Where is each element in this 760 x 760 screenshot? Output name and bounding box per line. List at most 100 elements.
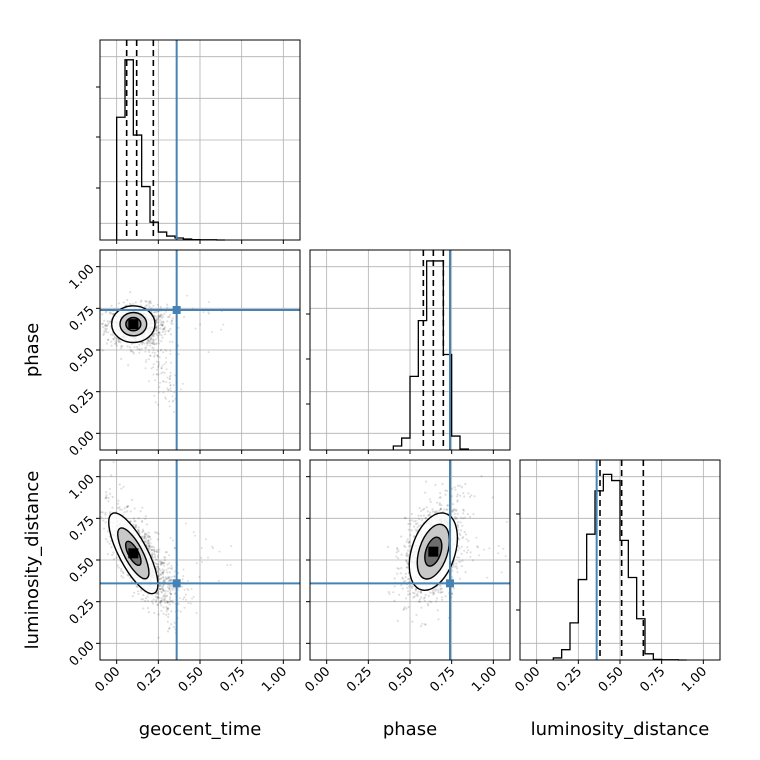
pair-geocent_time-vs-phase-outlier <box>199 323 202 326</box>
pair-geocent_time-vs-luminosity_distance-point <box>150 600 153 603</box>
pair-geocent_time-vs-luminosity_distance-outlier <box>230 545 233 548</box>
hist-phase-step <box>392 260 469 450</box>
pair-geocent_time-vs-luminosity_distance-point <box>163 599 166 602</box>
pair-geocent_time-vs-luminosity_distance-point <box>156 570 160 574</box>
pair-geocent_time-vs-luminosity_distance-point <box>109 510 112 514</box>
pair-phase-vs-luminosity_distance-point <box>460 552 463 555</box>
pair-geocent_time-vs-phase-point <box>104 311 107 314</box>
pair-geocent_time-vs-luminosity_distance-outlier <box>185 522 187 525</box>
pair-geocent_time-vs-luminosity_distance-point <box>156 592 159 595</box>
pair-geocent_time-vs-phase-point <box>147 339 151 342</box>
pair-geocent_time-vs-luminosity_distance-point <box>166 607 170 610</box>
pair-geocent_time-vs-phase-tail-point <box>157 373 160 376</box>
pair-geocent_time-vs-luminosity_distance-point <box>154 531 157 534</box>
pair-geocent_time-vs-luminosity_distance-tail-point <box>148 545 151 548</box>
pair-phase-vs-luminosity_distance-point <box>401 587 404 590</box>
pair-geocent_time-vs-luminosity_distance-point <box>157 578 160 581</box>
pair-geocent_time-vs-luminosity_distance-point <box>159 573 162 576</box>
pair-geocent_time-vs-phase-tail-point <box>155 360 158 363</box>
pair-geocent_time-vs-phase-point <box>127 364 130 367</box>
pair-geocent_time-vs-luminosity_distance-point <box>168 586 171 590</box>
pair-phase-vs-luminosity_distance-point <box>423 507 426 510</box>
pair-geocent_time-vs-phase-point <box>149 338 152 341</box>
pair-phase-vs-luminosity_distance-point <box>404 545 407 549</box>
pair-phase-vs-luminosity_distance-outlier <box>500 571 503 574</box>
pair-geocent_time-vs-luminosity_distance-tail-point <box>170 593 173 596</box>
pair-geocent_time-vs-luminosity_distance-outlier <box>174 570 176 573</box>
pair-geocent_time-vs-luminosity_distance-point <box>106 530 109 533</box>
pair-phase-vs-luminosity_distance-point <box>406 562 410 566</box>
pair-geocent_time-vs-luminosity_distance-point <box>166 607 169 610</box>
pair-geocent_time-vs-luminosity_distance-point <box>153 611 156 615</box>
pair-geocent_time-vs-luminosity_distance-outlier <box>170 568 173 571</box>
pair-geocent_time-vs-luminosity_distance-tail-point <box>160 560 163 563</box>
pair-geocent_time-vs-phase-outlier <box>186 294 189 297</box>
pair-geocent_time-vs-phase-point <box>150 337 153 340</box>
pair-geocent_time-vs-phase-point <box>126 345 129 348</box>
pair-geocent_time-vs-phase-tail-point <box>139 349 142 352</box>
pair-geocent_time-vs-phase-tail-point <box>158 386 161 389</box>
pair-geocent_time-vs-phase-point <box>160 320 163 323</box>
pair-geocent_time-vs-phase-tail-point <box>140 347 143 350</box>
pair-geocent_time-vs-phase-point <box>153 311 156 314</box>
pair-geocent_time-vs-phase-tail-point <box>158 391 161 394</box>
pair-geocent_time-vs-luminosity_distance-point <box>145 533 148 536</box>
pair-geocent_time-vs-phase-tail-point <box>153 351 156 354</box>
pair-phase-vs-luminosity_distance-point <box>453 486 456 489</box>
pair-geocent_time-vs-phase-point <box>154 319 158 322</box>
hist-phase <box>310 250 510 450</box>
pair-geocent_time-vs-luminosity_distance-point <box>145 523 148 526</box>
pair-phase-vs-luminosity_distance-point <box>403 516 407 519</box>
pair-phase-vs-luminosity_distance-point <box>439 492 442 495</box>
pair-phase-vs-luminosity_distance-point <box>420 596 423 599</box>
pair-geocent_time-vs-phase-tail-point <box>152 347 155 349</box>
pair-phase-vs-luminosity_distance-point <box>456 484 459 487</box>
pair-geocent_time-vs-phase-point <box>109 333 113 336</box>
pair-phase-vs-luminosity_distance-point <box>461 524 464 527</box>
pair-phase-vs-luminosity_distance-truth-marker <box>446 579 454 588</box>
pair-geocent_time-vs-luminosity_distance-tail-point <box>167 567 170 570</box>
pair-geocent_time-vs-luminosity_distance-tail-point <box>148 544 151 547</box>
pair-geocent_time-vs-phase-point <box>169 327 172 330</box>
pair-geocent_time-vs-luminosity_distance-point <box>157 591 160 594</box>
pair-geocent_time-vs-luminosity_distance-yticklabel-2: 0.50 <box>67 555 98 586</box>
pair-geocent_time-vs-phase-point <box>115 344 118 347</box>
pair-geocent_time-vs-luminosity_distance-point <box>151 552 154 555</box>
pair-phase-vs-luminosity_distance-point <box>438 503 441 506</box>
pair-phase-vs-luminosity_distance-point <box>410 512 413 516</box>
pair-phase-vs-luminosity_distance-point <box>445 508 448 511</box>
pair-geocent_time-vs-luminosity_distance-point <box>106 540 109 543</box>
pair-geocent_time-vs-luminosity_distance-tail-point <box>160 587 163 590</box>
pair-phase-vs-luminosity_distance-point <box>405 561 409 564</box>
pair-geocent_time-vs-luminosity_distance-point <box>161 562 164 565</box>
pair-geocent_time-vs-luminosity_distance-point <box>171 588 174 592</box>
pair-geocent_time-vs-luminosity_distance-point <box>107 500 110 503</box>
pair-phase-vs-luminosity_distance-point <box>427 594 430 598</box>
pair-geocent_time-vs-phase-point <box>157 342 160 345</box>
pair-geocent_time-vs-luminosity_distance-point <box>147 544 150 547</box>
pair-phase-vs-luminosity_distance-point <box>439 587 442 590</box>
pair-geocent_time-vs-luminosity_distance-outlier <box>192 531 195 534</box>
pair-geocent_time-vs-luminosity_distance-point <box>157 596 160 599</box>
pair-geocent_time-vs-luminosity_distance-point <box>168 571 171 574</box>
pair-geocent_time-vs-phase-tail-point <box>148 351 151 353</box>
pair-geocent_time-vs-phase-point <box>107 338 110 341</box>
pair-geocent_time-vs-luminosity_distance-outlier <box>194 534 197 537</box>
pair-geocent_time-vs-luminosity_distance-tail-point <box>165 568 168 571</box>
pair-geocent_time-vs-luminosity_distance-point <box>116 502 119 505</box>
pair-geocent_time-vs-luminosity_distance-point <box>166 594 169 597</box>
pair-geocent_time-vs-phase-point <box>147 339 150 342</box>
pair-geocent_time-vs-luminosity_distance-point <box>134 519 137 523</box>
pair-geocent_time-vs-luminosity_distance-tail-point <box>166 586 169 589</box>
pair-geocent_time-vs-phase-tail-point <box>138 348 141 351</box>
pair-geocent_time-vs-luminosity_distance-point <box>151 553 154 557</box>
pair-geocent_time-vs-luminosity_distance-outlier <box>212 547 215 550</box>
pair-phase-vs-luminosity_distance <box>310 460 510 660</box>
pair-phase-vs-luminosity_distance-point <box>396 548 399 551</box>
pair-geocent_time-vs-phase-point <box>164 330 167 333</box>
pair-phase-vs-luminosity_distance-point <box>427 514 430 517</box>
pair-phase-vs-luminosity_distance-point <box>456 567 459 570</box>
pair-geocent_time-vs-phase-point <box>112 337 115 341</box>
pair-phase-vs-luminosity_distance-point <box>473 495 476 498</box>
pair-geocent_time-vs-luminosity_distance-point <box>101 511 104 514</box>
